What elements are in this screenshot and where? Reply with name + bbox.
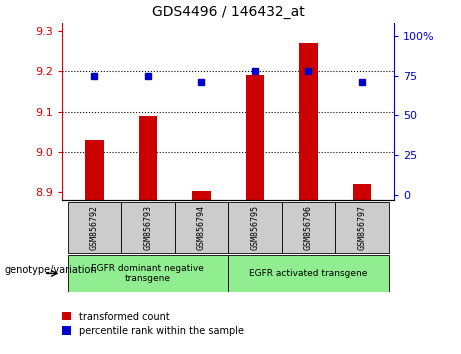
Text: GSM856797: GSM856797	[358, 205, 366, 250]
Text: GSM856792: GSM856792	[90, 205, 99, 250]
Text: GSM856796: GSM856796	[304, 205, 313, 250]
Text: GSM856795: GSM856795	[250, 205, 260, 250]
FancyBboxPatch shape	[228, 202, 282, 253]
FancyBboxPatch shape	[175, 202, 228, 253]
FancyBboxPatch shape	[68, 202, 121, 253]
FancyBboxPatch shape	[228, 255, 389, 292]
Bar	[85, 140, 104, 200]
Text: percentile rank within the sample: percentile rank within the sample	[79, 326, 244, 336]
Text: transformed count: transformed count	[79, 312, 170, 322]
Text: GSM856794: GSM856794	[197, 205, 206, 250]
FancyBboxPatch shape	[68, 255, 228, 292]
FancyBboxPatch shape	[121, 202, 175, 253]
Bar	[353, 184, 372, 200]
Bar	[192, 191, 211, 200]
FancyBboxPatch shape	[335, 202, 389, 253]
Bar	[299, 43, 318, 200]
Text: GSM856793: GSM856793	[143, 205, 153, 250]
Text: EGFR dominant negative
transgene: EGFR dominant negative transgene	[91, 264, 204, 283]
Text: genotype/variation: genotype/variation	[5, 265, 97, 275]
Bar	[246, 75, 264, 200]
FancyBboxPatch shape	[282, 202, 335, 253]
Text: EGFR activated transgene: EGFR activated transgene	[249, 269, 368, 278]
Title: GDS4496 / 146432_at: GDS4496 / 146432_at	[152, 5, 305, 19]
Bar	[138, 115, 157, 200]
